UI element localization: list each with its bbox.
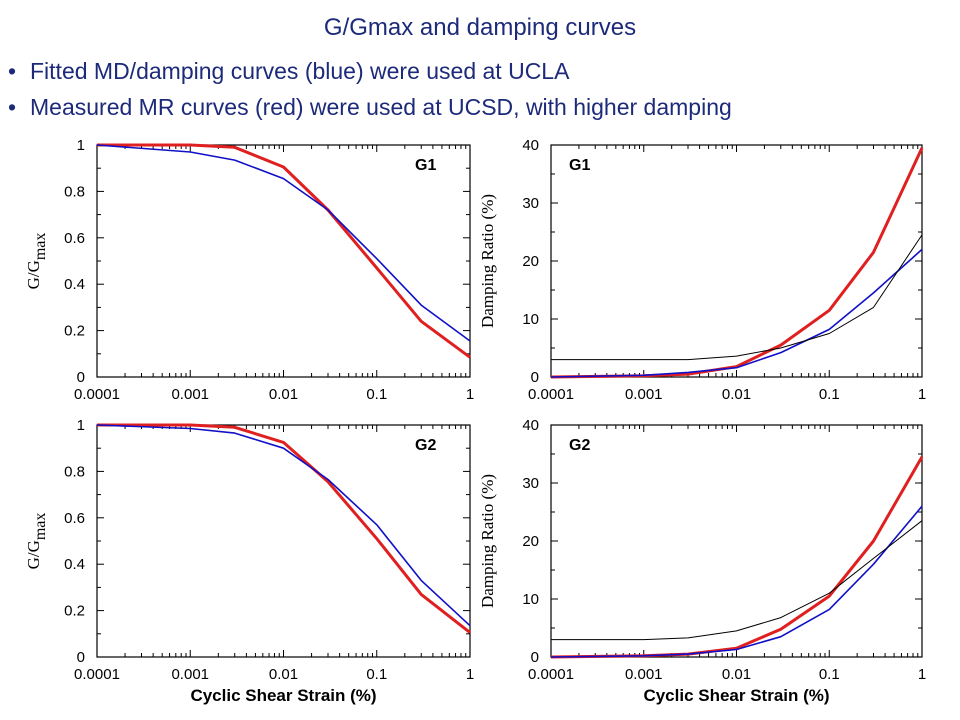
x-tick-label: 0.0001 — [74, 386, 120, 403]
y-tick-label: 0 — [77, 369, 85, 386]
x-tick-label: 0.001 — [625, 666, 663, 683]
y-tick-label: 1 — [77, 137, 85, 154]
x-tick-label: 0.0001 — [528, 386, 574, 403]
y-tick-label: 30 — [522, 195, 539, 212]
y-tick-label: 20 — [522, 253, 539, 270]
x-tick-label: 0.1 — [819, 386, 840, 403]
x-tick-label: 1 — [466, 386, 474, 403]
panel-label: G1 — [569, 157, 590, 174]
x-tick-label: 0.1 — [366, 386, 387, 403]
x-tick-label: 0.1 — [366, 666, 387, 683]
y-axis-label: G/Gmax — [24, 233, 49, 290]
x-tick-label: 0.001 — [171, 386, 209, 403]
x-tick-label: 0.0001 — [528, 666, 574, 683]
y-tick-label: 30 — [522, 475, 539, 492]
bullet-ucsd: • Measured MR curves (red) were used at U… — [8, 94, 732, 121]
panel-label: G2 — [415, 437, 436, 454]
panel-label: G1 — [415, 157, 436, 174]
x-tick-label: 0.001 — [625, 386, 663, 403]
x-tick-label: 1 — [918, 386, 926, 403]
y-tick-label: 0.4 — [64, 276, 85, 293]
y-tick-label: 40 — [522, 417, 539, 434]
series-line — [551, 234, 923, 361]
y-tick-label: 0.6 — [64, 230, 85, 247]
x-axis-title: Cyclic Shear Strain (%) — [190, 686, 376, 705]
x-tick-label: 0.01 — [269, 386, 298, 403]
y-tick-label: 0 — [531, 649, 539, 666]
x-tick-label: 0.0001 — [74, 666, 120, 683]
y-tick-label: 20 — [522, 533, 539, 550]
x-tick-label: 0.1 — [819, 666, 840, 683]
x-tick-label: 0.01 — [269, 666, 298, 683]
y-tick-label: 0.4 — [64, 556, 85, 573]
panel-label: G2 — [569, 437, 590, 454]
series-line — [96, 424, 471, 627]
y-tick-label: 10 — [522, 591, 539, 608]
slide-title: G/Gmax and damping curves — [323, 14, 637, 41]
bullet-dot-icon: • — [8, 94, 17, 120]
y-tick-label: 0 — [531, 369, 539, 386]
series-line — [97, 423, 471, 634]
y-tick-label: 40 — [522, 137, 539, 154]
x-axis-title: Cyclic Shear Strain (%) — [643, 686, 829, 705]
series-line — [550, 456, 924, 659]
bullet-ucla-text: Fitted MD/damping curves (blue) were use… — [30, 58, 570, 84]
bullet-dot-icon: • — [8, 58, 17, 84]
plot-frame — [550, 424, 923, 658]
bullet-ucla: • Fitted MD/damping curves (blue) were us… — [8, 58, 569, 85]
x-tick-label: 0.01 — [722, 666, 751, 683]
x-tick-label: 0.001 — [171, 666, 209, 683]
x-tick-label: 0.01 — [722, 386, 751, 403]
y-tick-label: 0.6 — [64, 510, 85, 527]
y-axis-label: G/Gmax — [24, 513, 49, 570]
plot-frame — [96, 144, 471, 378]
y-tick-label: 0 — [77, 649, 85, 666]
y-axis-label: Damping Ratio (%) — [478, 474, 497, 608]
x-tick-label: 1 — [466, 666, 474, 683]
series-line — [550, 147, 924, 379]
series-line — [550, 505, 923, 658]
y-tick-label: 10 — [522, 311, 539, 328]
y-tick-label: 0.2 — [64, 603, 85, 620]
series-line — [96, 144, 471, 342]
series-line — [97, 143, 471, 359]
y-tick-label: 0.8 — [64, 463, 85, 480]
x-tick-label: 1 — [918, 666, 926, 683]
series-line — [550, 248, 923, 378]
bullet-ucsd-text: Measured MR curves (red) were used at UC… — [30, 94, 732, 120]
plot-frame — [96, 424, 471, 658]
y-tick-label: 0.8 — [64, 183, 85, 200]
series-line — [551, 520, 923, 641]
y-tick-label: 0.2 — [64, 323, 85, 340]
y-axis-label: Damping Ratio (%) — [478, 194, 497, 328]
y-tick-label: 1 — [77, 417, 85, 434]
